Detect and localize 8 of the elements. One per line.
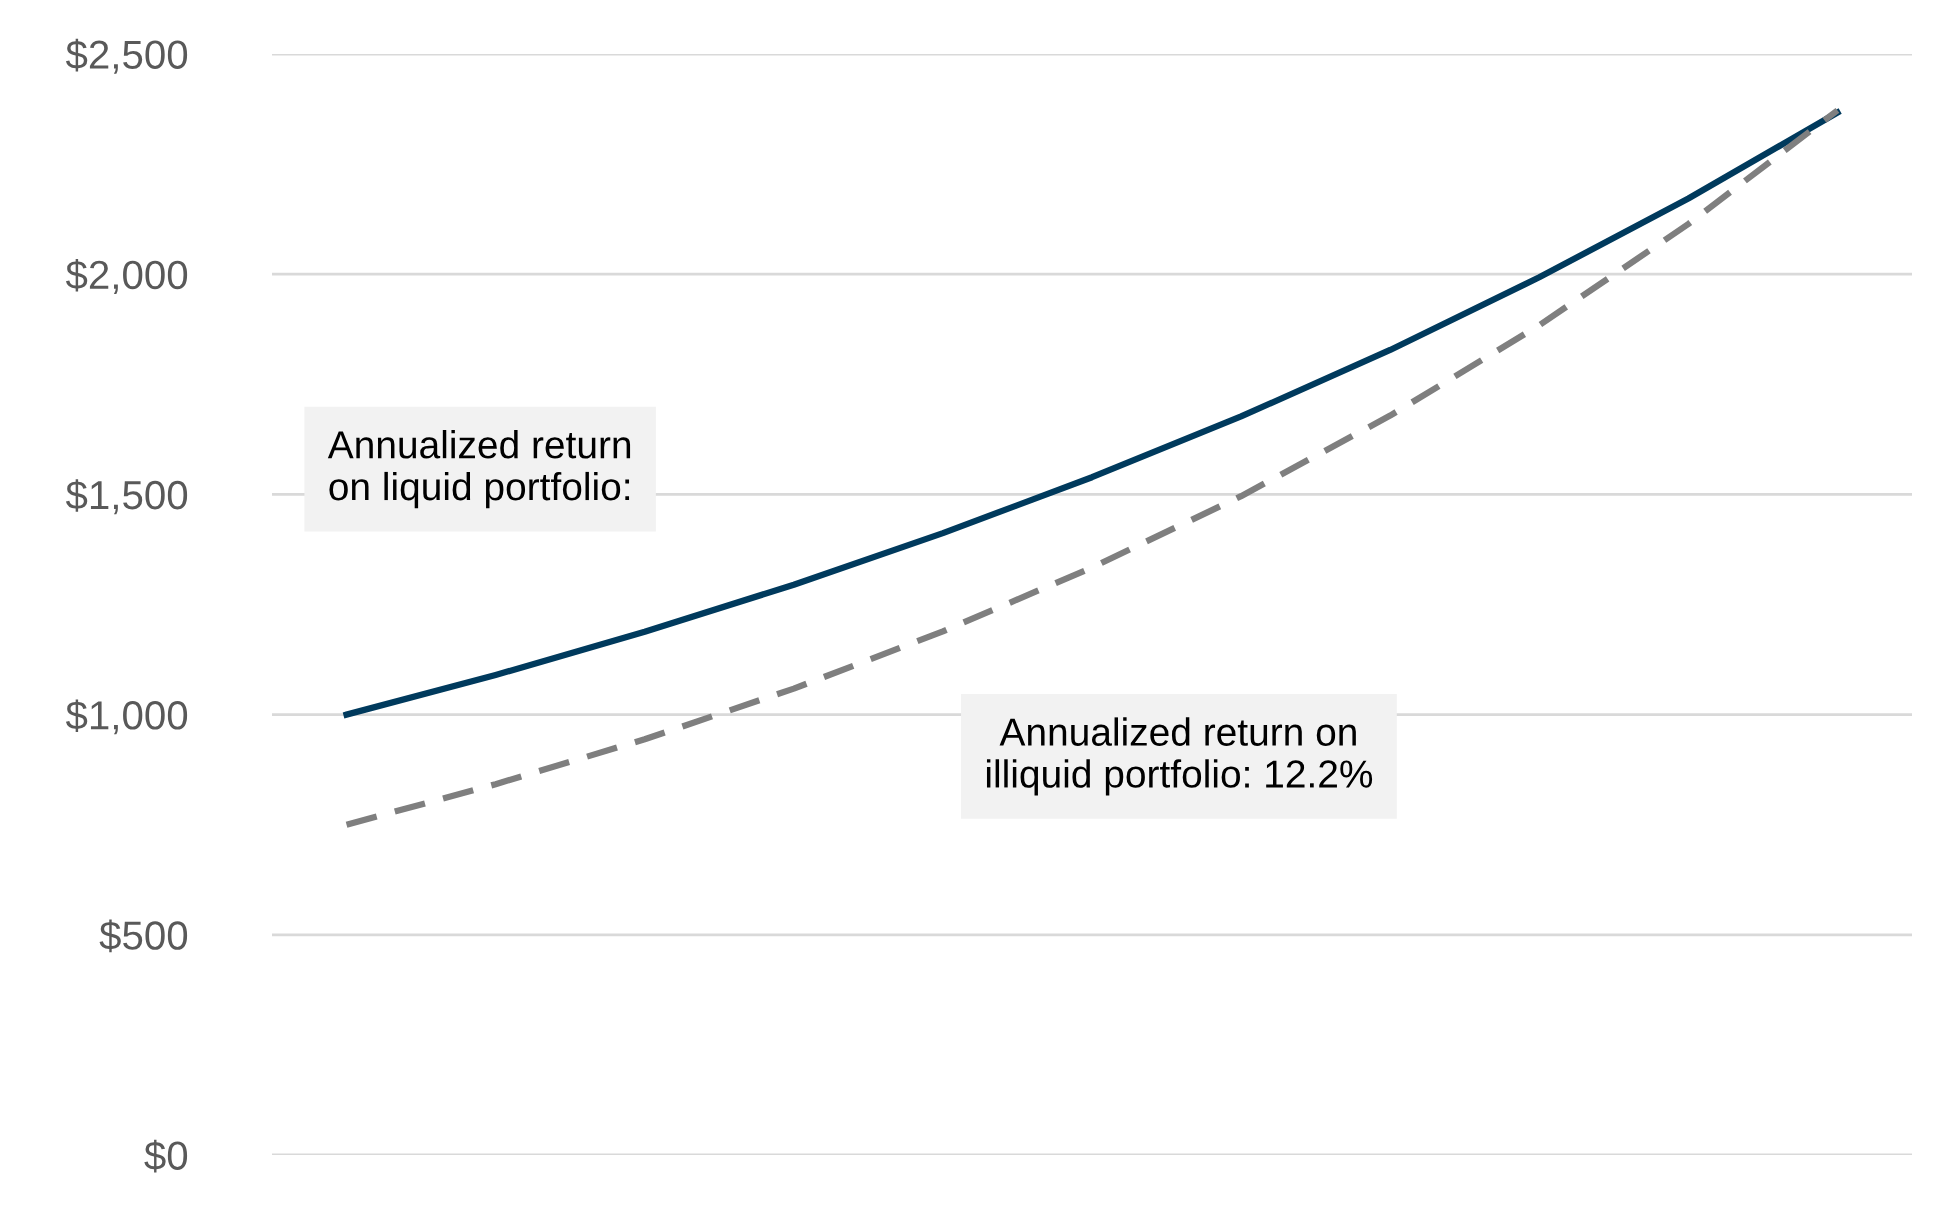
- y-tick-label: $1,500: [65, 479, 188, 515]
- y-tick-label: $1,000: [65, 699, 188, 735]
- y-tick-label: $0: [144, 1139, 188, 1173]
- annotation: Annualized return on liquid portfolio:: [327, 430, 631, 509]
- annotation: Annualized return on illiquid portfolio: 12.2%: [986, 717, 1373, 796]
- y-tick-label: $2,500: [65, 38, 188, 74]
- y-tick-label: $500: [99, 919, 188, 953]
- y-tick-label: $2,000: [65, 258, 188, 294]
